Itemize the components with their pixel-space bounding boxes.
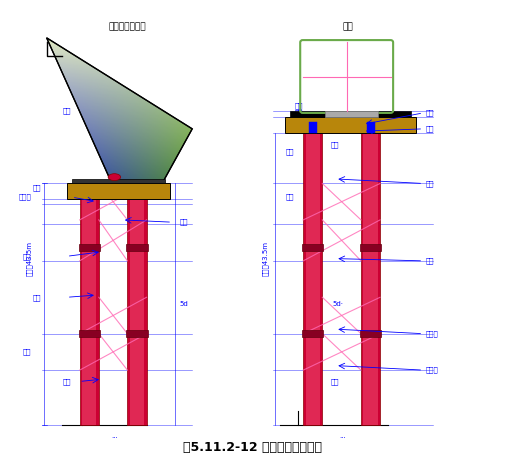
Text: 拉杆: 拉杆 [331,378,340,385]
Text: 拼接: 拼接 [426,257,434,264]
Bar [80,184,99,425]
Bar [364,133,378,425]
Text: 图5.11.2-12 临时墩布置示意图: 图5.11.2-12 临时墩布置示意图 [183,441,322,454]
Bar [325,111,378,117]
Text: 标尺: 标尺 [286,194,294,201]
Text: 立面: 立面 [342,22,354,31]
Bar [302,244,323,251]
Text: 地北: 地北 [426,125,434,132]
Text: 桩头: 桩头 [33,185,41,191]
Bar [290,111,411,117]
Bar [309,122,317,133]
Bar [303,133,322,425]
Text: 间距: 间距 [286,148,294,155]
Bar [79,330,100,338]
Text: 工程桩: 工程桩 [426,367,438,373]
Bar [285,117,416,133]
Text: 桩长约43.5m: 桩长约43.5m [26,241,32,276]
Bar [82,184,96,425]
Bar [126,244,147,251]
Text: 5d: 5d [180,301,188,307]
Text: 桩长约43.5m: 桩长约43.5m [262,241,268,276]
Bar [72,179,165,184]
Text: 工程桩: 工程桩 [426,330,438,337]
Text: 纵梁: 纵梁 [426,109,434,116]
Bar [67,184,170,199]
Text: 剖面位置示意图: 剖面位置示意图 [108,22,146,31]
Bar [306,133,320,425]
Text: 5d·: 5d· [332,301,343,307]
Text: 桩头: 桩头 [426,180,434,187]
Text: 河东: 河东 [294,109,302,116]
Bar [79,244,100,251]
Bar [361,133,380,425]
Bar [367,122,375,133]
Text: 桩柱: 桩柱 [33,294,41,300]
Text: 拉杆: 拉杆 [63,378,71,385]
Bar [360,244,381,251]
Bar [126,330,147,338]
Bar [302,330,323,338]
Ellipse shape [108,174,121,180]
Text: 联系: 联系 [23,253,31,260]
Text: ···: ··· [111,436,118,442]
Text: 灌注桩: 灌注桩 [19,194,31,201]
Text: 台座: 台座 [294,103,302,109]
Bar [130,184,144,425]
Bar [127,184,146,425]
Text: ···: ··· [339,436,346,442]
Text: 斜柱: 斜柱 [331,142,340,148]
Text: 纵梁: 纵梁 [180,219,188,225]
Text: 节点: 节点 [63,107,71,114]
Bar [360,330,381,338]
Text: 链接: 链接 [23,349,31,355]
